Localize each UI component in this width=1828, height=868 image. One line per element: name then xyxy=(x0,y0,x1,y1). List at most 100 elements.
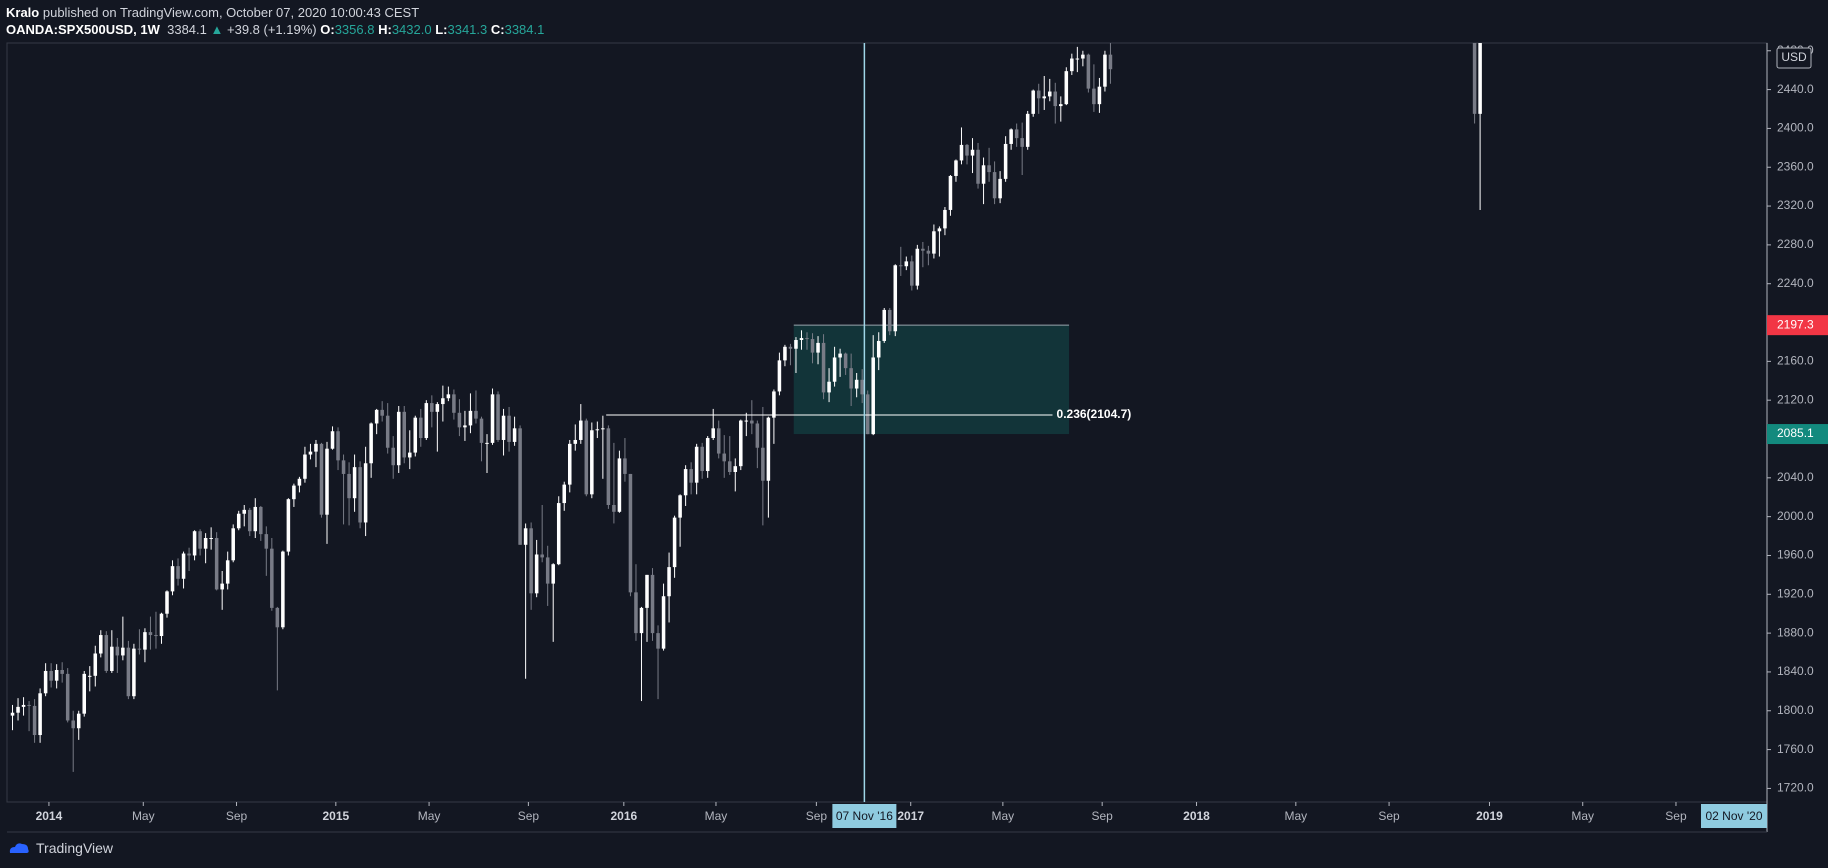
header: Kralo published on TradingView.com, Octo… xyxy=(6,4,544,38)
x-tick-label: May xyxy=(1571,809,1594,823)
last-date-bg xyxy=(1701,804,1767,828)
candle-body xyxy=(777,360,782,392)
candle-body xyxy=(110,646,114,671)
candle-body xyxy=(645,574,649,608)
candle-body xyxy=(1047,91,1052,97)
candle-body xyxy=(21,704,26,707)
x-tick-label: May xyxy=(705,809,728,823)
candle-body xyxy=(904,261,909,267)
y-tick-label: 1840.0 xyxy=(1777,664,1814,678)
candle-body xyxy=(303,454,307,479)
candle-body xyxy=(374,409,379,424)
candle-body xyxy=(165,591,169,614)
candle-body xyxy=(259,506,263,535)
candle-body xyxy=(496,394,500,440)
zone-box xyxy=(793,325,1070,435)
candle-body xyxy=(545,557,550,584)
candle-body xyxy=(639,607,644,634)
candle-body xyxy=(650,574,655,634)
candle-body xyxy=(865,394,870,435)
candle-body xyxy=(716,428,721,454)
candle-body xyxy=(727,461,732,472)
y-tick-label: 2120.0 xyxy=(1777,392,1814,406)
candle-body xyxy=(1003,143,1008,179)
candle-body xyxy=(540,554,544,558)
candle-body xyxy=(336,431,340,461)
footer: TradingView xyxy=(8,840,113,856)
candle-body xyxy=(209,538,213,539)
candle-body xyxy=(347,473,351,499)
candle-body xyxy=(579,420,583,440)
candle-body xyxy=(601,428,605,430)
x-tick-label: Sep xyxy=(1378,809,1400,823)
candle-body xyxy=(358,467,362,523)
currency-button-bg xyxy=(1776,47,1812,69)
candle-body xyxy=(463,425,467,428)
candle-body xyxy=(926,250,931,254)
x-tick-label: May xyxy=(418,809,441,823)
candle-body xyxy=(529,528,533,594)
candle-body xyxy=(1092,88,1096,105)
publish-line: Kralo published on TradingView.com, Octo… xyxy=(6,4,544,21)
candle-body xyxy=(32,705,37,736)
candle-body xyxy=(87,675,92,677)
candle-body xyxy=(899,265,903,267)
currency-button[interactable]: USD xyxy=(1781,50,1807,64)
candle-body xyxy=(93,653,98,676)
candle-body xyxy=(402,411,407,458)
candle-body xyxy=(220,583,224,590)
candle-body xyxy=(363,463,368,523)
candle-body xyxy=(623,458,627,474)
ohlc-label: O: xyxy=(320,22,335,37)
candle-body xyxy=(534,554,539,594)
y-tick-label: 2280.0 xyxy=(1777,237,1814,251)
candle-body xyxy=(225,560,230,584)
candle-body xyxy=(143,632,147,650)
candle-body xyxy=(761,447,765,481)
candle-body xyxy=(485,442,489,444)
candle-body xyxy=(82,673,87,714)
x-tick-label: Sep xyxy=(518,809,540,823)
candle-body xyxy=(181,553,186,579)
candle-body xyxy=(562,484,567,504)
ohlc-label: H: xyxy=(378,22,392,37)
candle-body xyxy=(457,412,462,428)
author: Kralo xyxy=(6,5,40,20)
candle-body xyxy=(286,499,291,552)
candle-body xyxy=(187,553,191,556)
candle-body xyxy=(501,415,506,440)
candle-body xyxy=(1036,90,1041,99)
x-tick-label: 2015 xyxy=(322,809,349,823)
candle-body xyxy=(584,420,589,495)
candle-body xyxy=(843,353,848,369)
candle-body xyxy=(71,720,75,729)
candle-body xyxy=(634,592,638,634)
candle-body xyxy=(292,485,296,500)
candle-body xyxy=(882,309,887,341)
candle-body xyxy=(937,228,942,232)
candle-body xyxy=(369,423,373,464)
candle-body xyxy=(242,509,247,514)
candle-body xyxy=(198,531,202,549)
candle-body xyxy=(325,448,329,515)
candle-body xyxy=(783,346,787,361)
y-tick-label: 2360.0 xyxy=(1777,159,1814,173)
ohlc-label: C: xyxy=(490,22,505,37)
symbol: OANDA:SPX500USD, 1W xyxy=(6,22,160,37)
candle-body xyxy=(871,357,875,435)
x-tick-label: Sep xyxy=(226,809,248,823)
candle-body xyxy=(148,632,153,636)
candle-body xyxy=(297,478,302,486)
candle-body xyxy=(954,160,958,176)
y-tick-label: 1960.0 xyxy=(1777,548,1814,562)
candle-body xyxy=(413,417,418,453)
candle-body xyxy=(722,453,727,462)
candle-body xyxy=(1020,138,1024,147)
candle-body xyxy=(739,420,743,467)
last: 3384.1 xyxy=(167,22,207,37)
x-tick-label: May xyxy=(1284,809,1307,823)
candle-body xyxy=(915,248,920,286)
candle-body xyxy=(1075,58,1080,60)
candle-body xyxy=(799,338,804,340)
candle-body xyxy=(474,410,478,419)
